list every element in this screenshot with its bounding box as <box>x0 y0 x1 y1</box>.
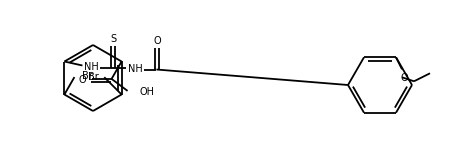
Text: S: S <box>110 34 117 45</box>
Text: Br: Br <box>88 72 99 82</box>
Text: OH: OH <box>139 87 154 97</box>
Text: O: O <box>154 36 161 46</box>
Text: Br: Br <box>81 71 92 81</box>
Text: NH: NH <box>84 63 99 73</box>
Text: O: O <box>79 75 87 85</box>
Text: NH: NH <box>128 64 143 75</box>
Text: O: O <box>400 73 408 83</box>
